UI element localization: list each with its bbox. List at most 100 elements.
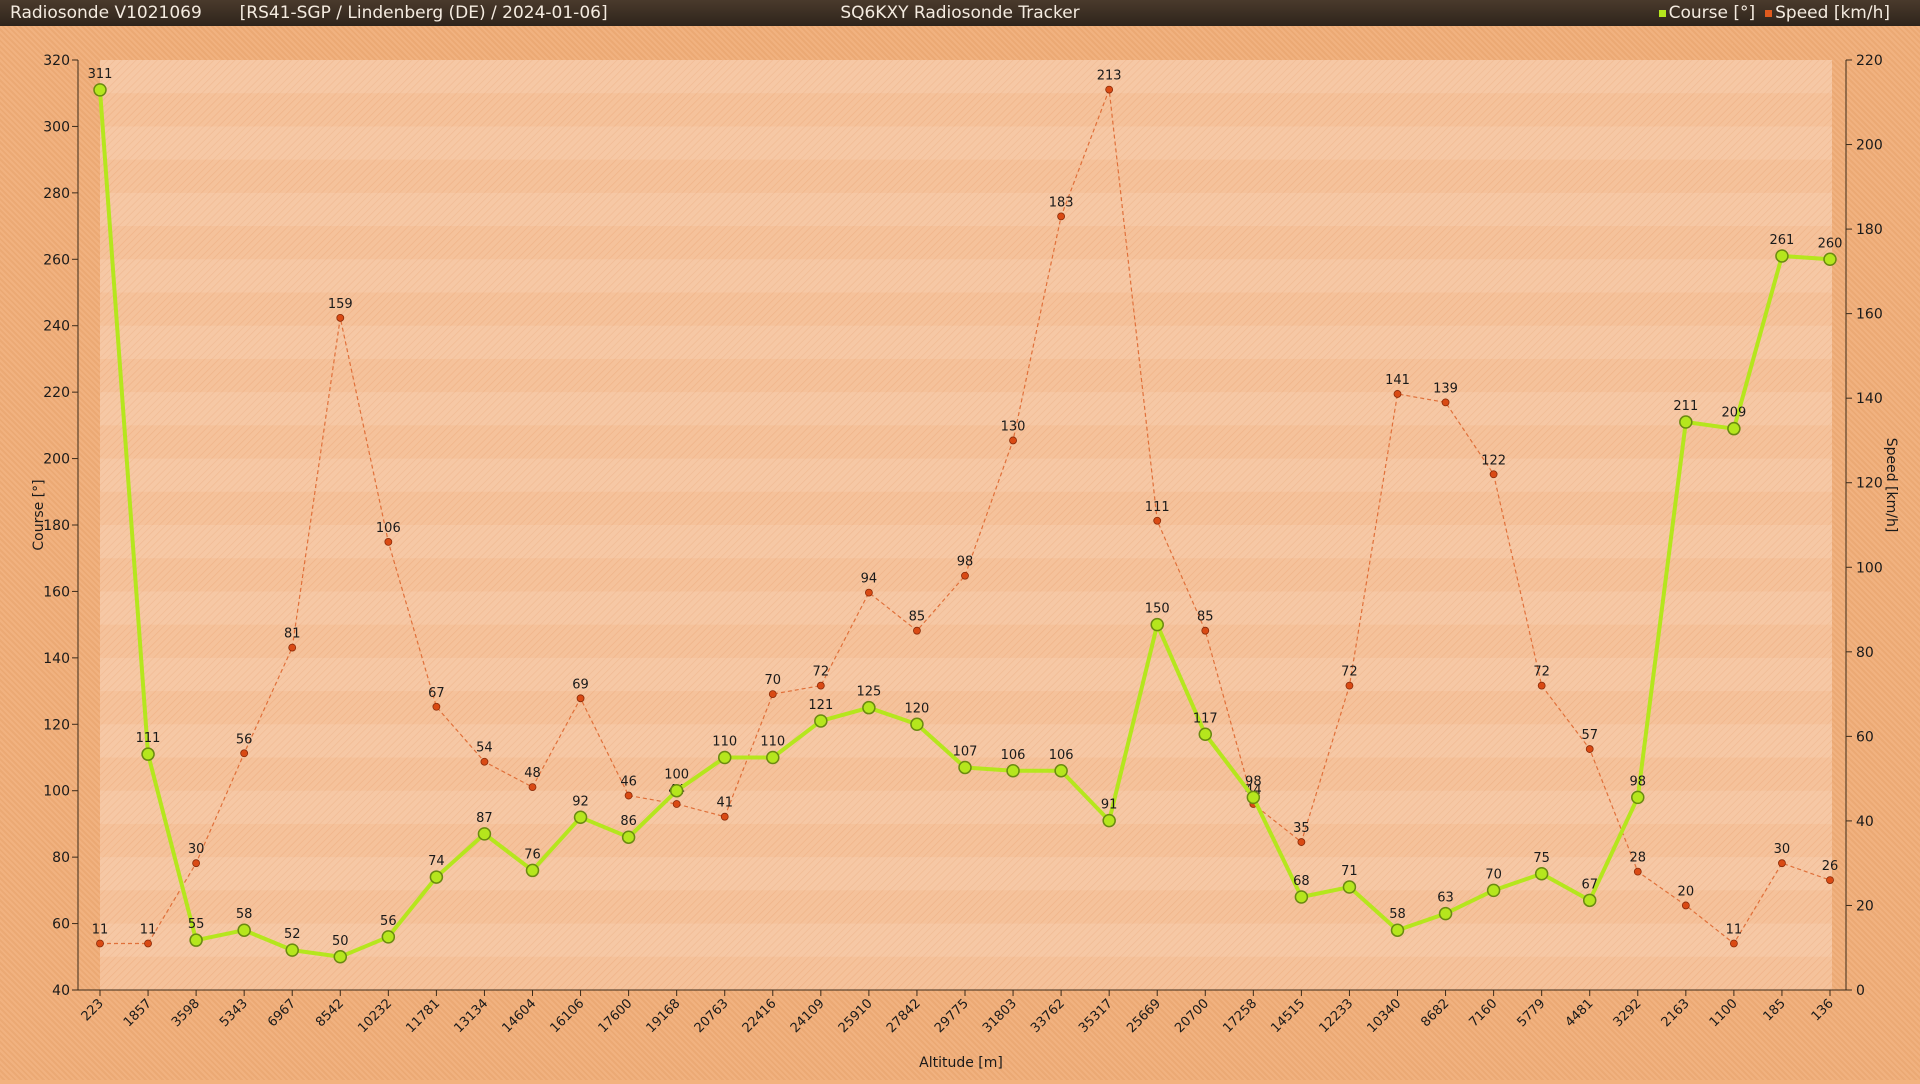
- speed-point[interactable]: [864, 588, 873, 597]
- course-point[interactable]: [1102, 813, 1116, 828]
- speed-point[interactable]: [1105, 85, 1114, 94]
- course-point[interactable]: [910, 717, 924, 732]
- course-data-label: 52: [284, 927, 301, 942]
- speed-point[interactable]: [528, 783, 537, 791]
- speed-point[interactable]: [1585, 745, 1594, 753]
- speed-point[interactable]: [288, 643, 297, 652]
- course-point[interactable]: [1006, 764, 1020, 778]
- x-tick-label: 13134: [451, 996, 491, 1036]
- course-point[interactable]: [333, 950, 348, 964]
- course-point[interactable]: [1054, 764, 1068, 778]
- course-point[interactable]: [1438, 906, 1453, 921]
- x-tick-label: 6967: [265, 996, 299, 1030]
- course-point[interactable]: [814, 714, 828, 728]
- speed-point[interactable]: [480, 757, 489, 766]
- course-point[interactable]: [669, 783, 684, 798]
- course-point[interactable]: [189, 933, 203, 947]
- course-point[interactable]: [93, 83, 107, 97]
- course-data-label: 63: [1437, 891, 1454, 906]
- speed-data-label: 94: [861, 572, 878, 587]
- speed-point[interactable]: [1729, 939, 1738, 948]
- speed-point[interactable]: [768, 690, 777, 698]
- course-data-label: 50: [332, 934, 349, 949]
- course-point[interactable]: [1294, 890, 1309, 904]
- course-point[interactable]: [958, 760, 972, 775]
- right-tick-label: 60: [1856, 729, 1874, 745]
- speed-point[interactable]: [240, 749, 249, 758]
- course-point[interactable]: [621, 830, 636, 844]
- speed-point[interactable]: [96, 939, 104, 948]
- speed-point[interactable]: [816, 681, 825, 690]
- speed-data-label: 81: [284, 627, 301, 642]
- course-point[interactable]: [1823, 252, 1837, 267]
- course-point[interactable]: [1775, 249, 1789, 263]
- course-point[interactable]: [237, 923, 251, 937]
- speed-data-label: 26: [1822, 859, 1839, 874]
- speed-point[interactable]: [1393, 390, 1402, 398]
- course-point[interactable]: [1727, 421, 1741, 436]
- speed-point[interactable]: [1009, 436, 1017, 445]
- course-point[interactable]: [477, 827, 492, 841]
- course-point[interactable]: [1342, 880, 1357, 894]
- left-tick-label: 60: [52, 917, 70, 933]
- course-point[interactable]: [1486, 883, 1501, 898]
- course-data-label: 117: [1193, 711, 1218, 726]
- course-point[interactable]: [285, 943, 299, 957]
- speed-point[interactable]: [1537, 681, 1546, 690]
- speed-point[interactable]: [1345, 681, 1354, 690]
- speed-point[interactable]: [1778, 859, 1786, 868]
- course-point[interactable]: [862, 700, 876, 715]
- speed-point[interactable]: [1201, 626, 1210, 635]
- speed-point[interactable]: [1441, 398, 1450, 407]
- speed-point[interactable]: [1057, 212, 1066, 221]
- speed-point[interactable]: [1826, 876, 1834, 884]
- speed-data-label: 11: [1726, 923, 1743, 938]
- speed-point[interactable]: [961, 571, 969, 580]
- speed-point[interactable]: [192, 859, 201, 868]
- course-point[interactable]: [766, 750, 780, 765]
- course-data-label: 106: [1049, 748, 1074, 763]
- course-point[interactable]: [1534, 867, 1549, 881]
- speed-point[interactable]: [1681, 901, 1690, 910]
- x-tick-label: 25910: [836, 996, 876, 1036]
- course-point[interactable]: [1150, 617, 1164, 632]
- course-point[interactable]: [1390, 923, 1405, 937]
- course-data-label: 58: [236, 907, 253, 922]
- grid-band: [100, 591, 1832, 625]
- course-point[interactable]: [141, 747, 155, 761]
- speed-point[interactable]: [913, 626, 921, 635]
- course-point[interactable]: [429, 870, 444, 884]
- speed-point[interactable]: [1489, 470, 1498, 479]
- speed-point[interactable]: [1297, 838, 1306, 846]
- speed-point[interactable]: [672, 800, 681, 808]
- left-tick-label: 280: [43, 186, 70, 202]
- x-tick-label: 2163: [1659, 996, 1693, 1030]
- course-point[interactable]: [381, 930, 396, 944]
- speed-point[interactable]: [144, 939, 152, 948]
- speed-data-label: 111: [1145, 500, 1170, 515]
- speed-point[interactable]: [336, 313, 345, 322]
- speed-data-label: 35: [1293, 821, 1310, 836]
- grid-band: [100, 60, 1832, 94]
- speed-point[interactable]: [576, 694, 585, 703]
- right-tick-label: 180: [1856, 222, 1883, 238]
- course-point[interactable]: [1198, 727, 1213, 741]
- speed-point[interactable]: [1633, 867, 1642, 876]
- speed-data-label: 72: [1533, 665, 1550, 680]
- course-point[interactable]: [1679, 415, 1693, 429]
- course-point[interactable]: [573, 810, 588, 825]
- speed-point[interactable]: [720, 812, 729, 821]
- speed-point[interactable]: [384, 538, 393, 546]
- speed-point[interactable]: [624, 791, 633, 800]
- course-point[interactable]: [1582, 893, 1597, 908]
- course-point[interactable]: [525, 863, 540, 878]
- speed-point[interactable]: [432, 702, 441, 711]
- legend-item-speed[interactable]: Speed [km/h]: [1765, 0, 1890, 26]
- course-point[interactable]: [1631, 790, 1645, 805]
- course-point[interactable]: [1246, 790, 1261, 805]
- legend-item-course[interactable]: Course [°]: [1658, 0, 1755, 26]
- course-point[interactable]: [717, 750, 732, 765]
- x-tick-label: 1100: [1707, 996, 1741, 1030]
- right-tick-label: 160: [1856, 307, 1883, 323]
- speed-point[interactable]: [1153, 516, 1162, 525]
